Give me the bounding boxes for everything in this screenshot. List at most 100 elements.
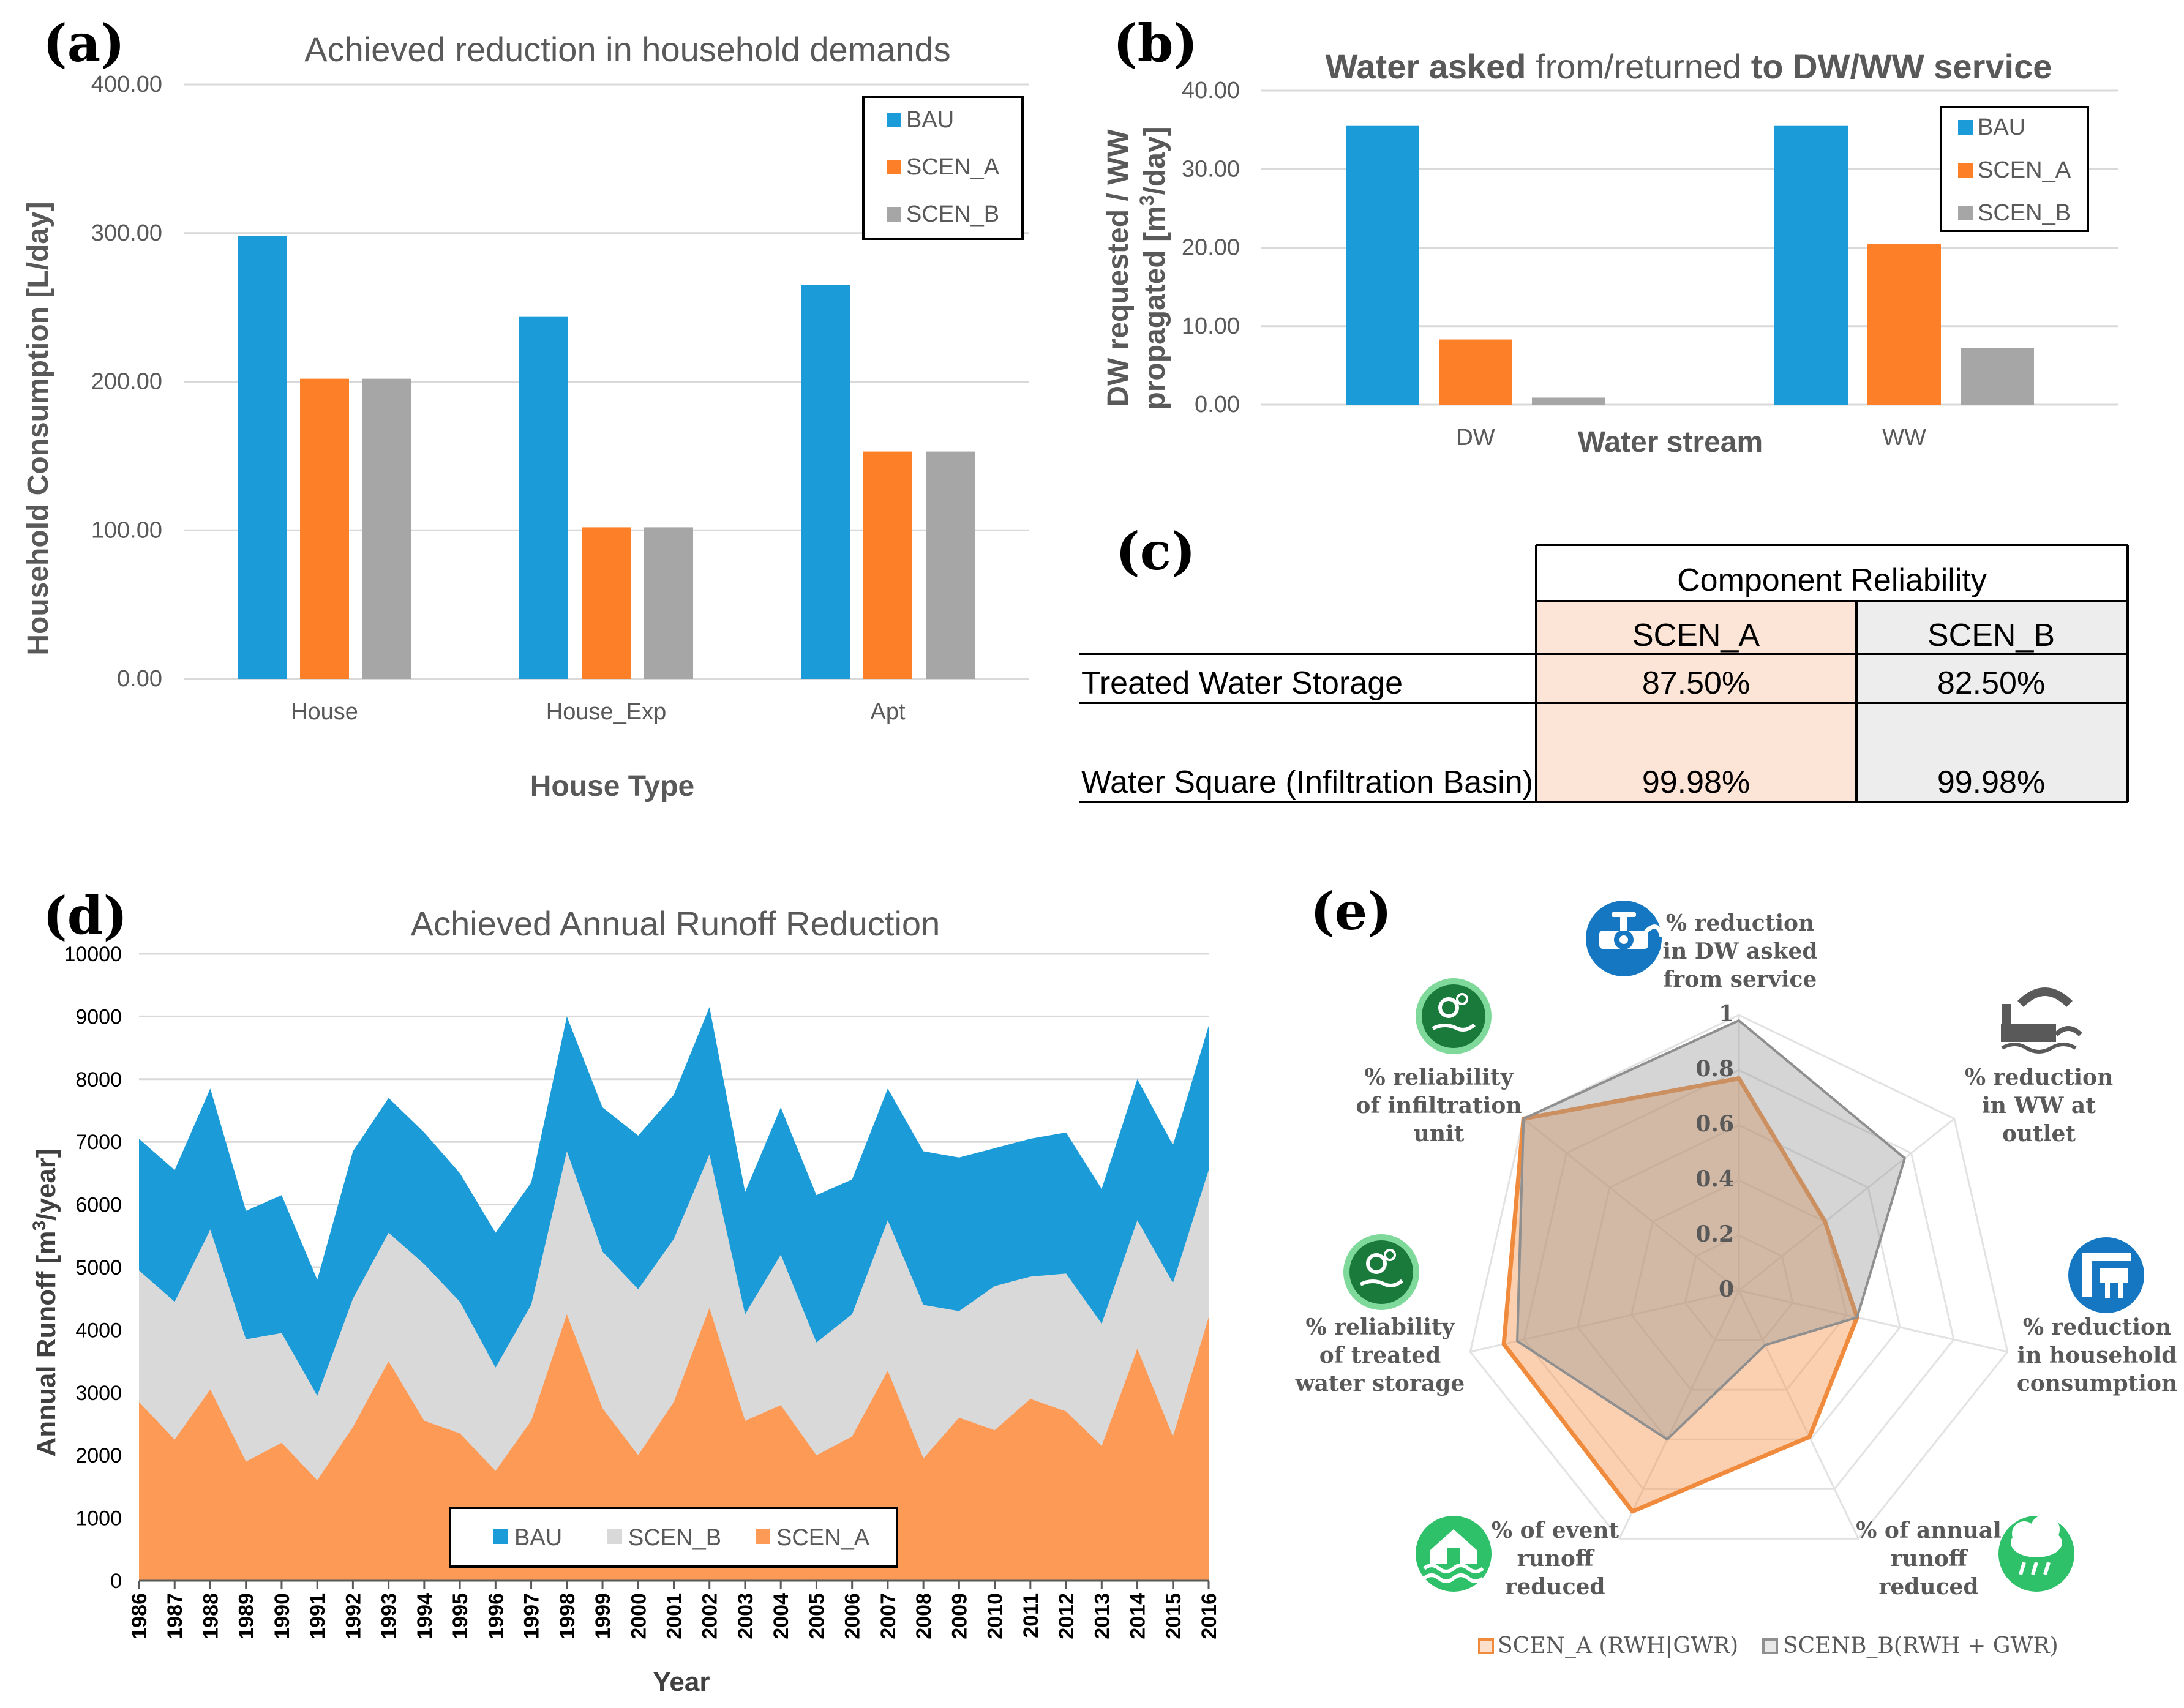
legend-swatch-d <box>756 1529 770 1544</box>
x-tick-label-d: 2008 <box>912 1593 936 1639</box>
x-tick-label-d: 2012 <box>1055 1593 1078 1639</box>
radar-ring <box>1684 1234 1794 1341</box>
legend-label-d: SCEN_B <box>628 1525 721 1551</box>
radar-axis-label: % reliability <box>1305 1314 1455 1340</box>
panel-e-label: (e) <box>1310 881 1392 942</box>
x-tick-label-d: 1990 <box>271 1593 294 1639</box>
x-tick-label-d: 1996 <box>484 1593 508 1639</box>
table-c-row1-scen-a: 87.50% <box>1642 665 1750 701</box>
legend-swatch-a <box>887 113 901 127</box>
radar-axis-label: of treated <box>1319 1343 1441 1368</box>
radar-axis-label: reduced <box>1505 1574 1605 1600</box>
bar-a-scen_a-house_exp <box>582 527 631 679</box>
chart-b-legend: BAU SCEN_A SCEN_B <box>1940 106 2089 232</box>
radar-spoke <box>1469 1289 1739 1353</box>
chart-d-ylabel-pre: Annual Runoff [m <box>31 1231 61 1457</box>
legend-label-a: SCEN_B <box>906 201 999 227</box>
table-c-grid <box>1079 544 2129 803</box>
legend-label-a: SCEN_A <box>906 154 1000 180</box>
legend-swatch-a <box>887 160 901 174</box>
bar-b-bau-dw <box>1346 125 1419 405</box>
radar-axis-label: from service <box>1664 967 1817 992</box>
radar-legend-label-a: SCEN_A (RWH|GWR) <box>1498 1633 1738 1658</box>
x-tick-label-d: 1991 <box>306 1593 329 1639</box>
y-tick-label-d: 2000 <box>75 1444 122 1467</box>
y-tick-label-b: 0.00 <box>1195 392 1240 418</box>
radar-ring <box>1523 1069 1955 1490</box>
radar-spoke <box>1738 1289 2008 1353</box>
bar-b-scen_b-dw <box>1532 397 1605 405</box>
chart-d-legend-box <box>449 1507 898 1568</box>
y-tick-label-d: 4000 <box>75 1319 122 1342</box>
table-c-col-scen-a: SCEN_A <box>1632 618 1760 653</box>
x-tick-label-d: 1997 <box>520 1593 544 1639</box>
radar-tick-label: 0 <box>1719 1276 1734 1302</box>
y-tick-label-d: 9000 <box>75 1005 122 1028</box>
panel-d-label: (d) <box>43 885 127 946</box>
x-tick-label-a: House_Exp <box>546 699 666 725</box>
panel-c-label: (c) <box>1116 521 1196 582</box>
x-tick-label-d: 2015 <box>1162 1593 1185 1639</box>
chart-d-areas <box>139 1007 1209 1582</box>
radar-axis-label: outlet <box>2002 1121 2076 1147</box>
x-tick-label-d: 2000 <box>627 1593 650 1639</box>
radar-tick-label: 0.2 <box>1695 1221 1734 1247</box>
x-tick-label-d: 2007 <box>877 1593 900 1639</box>
chart-a-x-ticks: House House_Exp Apt <box>291 699 906 725</box>
ww-outlet-icon <box>2001 987 2082 1054</box>
x-tick-label-d: 2016 <box>1198 1593 1221 1639</box>
radar-axis-label: in DW asked <box>1662 938 1817 964</box>
chart-b-title-part2: from/returned <box>1526 47 1751 86</box>
bar-a-scen_a-apt <box>863 451 912 679</box>
chart-a-ylabel: Household Consumption [L/day] <box>22 201 54 655</box>
table-c-col-scen-b: SCEN_B <box>1927 618 2055 653</box>
radar-axis-label: runoff <box>1517 1546 1595 1571</box>
bar-a-bau-house_exp <box>519 316 568 679</box>
table-c-row2-scen-b: 99.98% <box>1937 765 2045 800</box>
radar-legend-swatch-b <box>1762 1638 1778 1654</box>
bar-b-scen_b-ww <box>1961 348 2034 405</box>
x-tick-label-d: 2011 <box>1019 1593 1043 1638</box>
infiltration-reliability-icon <box>1416 978 1492 1054</box>
y-tick-label-b: 30.00 <box>1182 156 1240 182</box>
radar-series-scen-b <box>1516 1019 1906 1441</box>
y-tick-label-d: 8000 <box>75 1068 122 1092</box>
bar-a-scen_b-house <box>362 378 411 679</box>
radar-axis-label: % reduction <box>2023 1314 2171 1340</box>
radar-axis-label: in WW at <box>1982 1093 2096 1118</box>
radar-axis-label: reduced <box>1878 1574 1978 1600</box>
radar-axis-label: % of event <box>1492 1518 1619 1543</box>
chart-d-legend: BAU SCEN_B SCEN_A <box>449 1507 898 1568</box>
legend-label-d: BAU <box>514 1525 562 1551</box>
y-tick-label-d: 10000 <box>64 943 122 966</box>
x-tick-label-d: 1992 <box>342 1593 365 1639</box>
table-c-row1-scen-b: 82.50% <box>1937 665 2045 701</box>
radar-spoke <box>1738 1290 1859 1540</box>
table-c-row2-scen-a: 99.98% <box>1642 765 1750 800</box>
radar-axis-label: of infiltration <box>1356 1093 1522 1118</box>
chart-b-x-ticks: DW WW <box>1456 425 1926 451</box>
radar-tick-label: 0.6 <box>1695 1111 1734 1137</box>
radar-axis-label: % reduction <box>1965 1065 2113 1090</box>
x-tick-label-d: 2005 <box>805 1593 828 1639</box>
y-tick-label-d: 7000 <box>75 1131 122 1154</box>
radar-tick-label: 0.4 <box>1695 1166 1734 1192</box>
household-consumption-icon <box>2068 1237 2144 1313</box>
x-tick-label-d: 1995 <box>449 1593 472 1639</box>
x-tick-label-d: 1998 <box>556 1593 579 1639</box>
x-tick-label-d: 2009 <box>948 1593 971 1639</box>
y-tick-label-d: 1000 <box>75 1507 122 1530</box>
radar-tick-label: 1 <box>1719 1001 1734 1027</box>
bar-a-bau-apt <box>801 285 850 679</box>
chart-b-title-part1: Water asked <box>1326 47 1526 86</box>
x-tick-label-d: 2014 <box>1127 1593 1150 1639</box>
chart-a-legend: BAU SCEN_A SCEN_B <box>862 96 1024 240</box>
legend-swatch-d <box>493 1529 508 1544</box>
chart-a-title: Achieved reduction in household demands <box>304 30 950 69</box>
chart-b-title: Water asked from/returned to DW/WW servi… <box>1326 47 2052 86</box>
chart-b-ylabel: DW requested / WW propagated [m3/day] <box>1102 126 1171 410</box>
table-c-row1-label: Treated Water Storage <box>1081 665 1403 701</box>
table-c-row2-label: Water Square (Infiltration Basin) <box>1081 765 1533 800</box>
bar-a-scen_a-house <box>300 378 349 679</box>
panel-d: (d) Achieved Annual Runoff Reduction 0 10… <box>29 885 1221 1697</box>
